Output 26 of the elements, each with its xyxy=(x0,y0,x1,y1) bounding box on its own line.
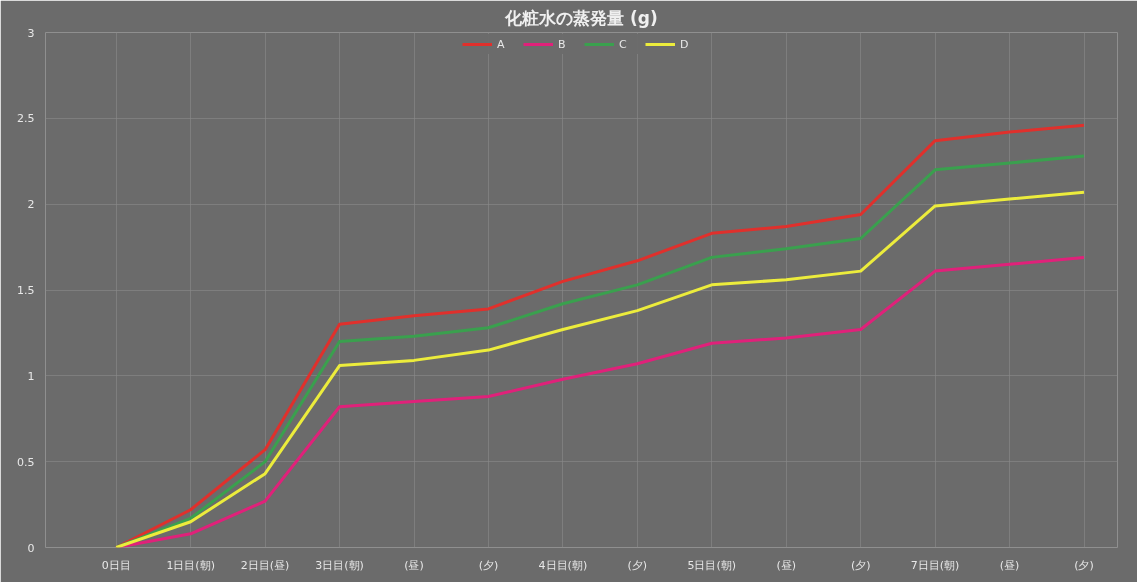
x-tick-label: 7日目(朝) xyxy=(910,558,960,572)
x-tick-label: 2日目(昼) xyxy=(240,558,290,572)
x-tick-label: 3日目(朝) xyxy=(315,558,364,572)
y-tick-label: 2 xyxy=(27,198,35,212)
legend-label: D xyxy=(680,37,690,51)
x-tick-label: 4日目(朝) xyxy=(538,558,588,572)
x-tick-label: (昼) xyxy=(404,558,424,572)
x-tick-label: (夕) xyxy=(478,558,499,572)
x-tick-label: 1日目(朝) xyxy=(166,558,215,572)
x-tick-label: (昼) xyxy=(776,558,797,572)
y-tick-label: 0.5 xyxy=(17,455,35,469)
y-tick-label: 1.5 xyxy=(17,284,35,297)
legend-label: A xyxy=(497,37,506,51)
x-tick-label: (夕) xyxy=(1074,558,1094,572)
x-tick-label: (昼) xyxy=(999,558,1020,572)
x-tick-label: (夕) xyxy=(850,558,871,572)
y-tick-label: 0 xyxy=(27,541,35,555)
y-tick-label: 3 xyxy=(27,26,35,40)
y-tick-label: 2.5 xyxy=(17,112,35,126)
chart-title: 化粧水の蒸発量 (g) xyxy=(504,7,658,28)
x-tick-label: (夕) xyxy=(627,558,648,572)
x-tick-label: 5日目(朝) xyxy=(687,558,737,572)
legend-label: C xyxy=(619,37,628,51)
legend-label: B xyxy=(558,37,567,51)
x-tick-label: 0日目 xyxy=(101,558,131,572)
y-tick-label: 1 xyxy=(27,369,35,383)
